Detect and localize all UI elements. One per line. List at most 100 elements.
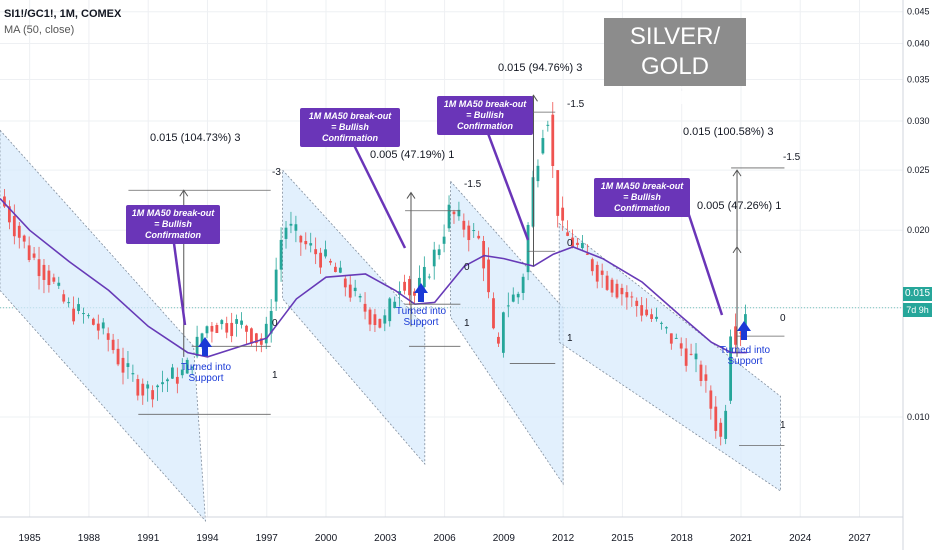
candle-body xyxy=(492,298,495,329)
fib-label: 0 xyxy=(780,313,786,324)
candle-body xyxy=(472,230,476,232)
candle-body xyxy=(245,325,248,332)
support-line2: Support xyxy=(188,373,224,384)
candle-body xyxy=(487,259,490,293)
x-tick-label: 1991 xyxy=(137,533,160,544)
candle-body xyxy=(284,227,288,239)
candle-body xyxy=(566,232,569,236)
candle-body xyxy=(32,253,36,258)
channel xyxy=(450,180,564,486)
callout-4: 1M MA50 break-out = Bullish Confirmation xyxy=(594,178,690,217)
callout-pointer xyxy=(171,235,187,326)
candle-body xyxy=(230,322,234,337)
candle-body xyxy=(551,114,555,167)
y-tick-label: 0.045 xyxy=(907,7,930,17)
candle-body xyxy=(610,279,614,293)
candle-body xyxy=(576,242,579,245)
candle-body xyxy=(452,211,456,215)
symbol-label: SI1!/GC1!, 1M, COMEX xyxy=(4,8,122,20)
candle-body xyxy=(210,325,214,332)
support-arrow xyxy=(414,283,428,302)
candle-body xyxy=(279,239,283,270)
candle-body xyxy=(679,343,683,349)
x-tick-label: 2021 xyxy=(730,533,753,544)
candle-body xyxy=(427,276,431,278)
x-tick-label: 1994 xyxy=(196,533,219,544)
candle-body xyxy=(669,333,673,344)
candle-body xyxy=(289,223,293,226)
candle-body xyxy=(42,264,46,280)
candle-body xyxy=(368,309,372,325)
callout-pointer xyxy=(349,138,407,249)
countdown-badge: 7d 9h xyxy=(903,303,932,317)
candle-body xyxy=(541,138,545,154)
candle-body xyxy=(526,224,530,273)
candle-body xyxy=(501,312,505,353)
projection-label: 0.005 (47.19%) 1 xyxy=(370,149,455,161)
support-line1: Turned into xyxy=(180,362,232,373)
title-box: SILVER/ GOLD ratio xyxy=(604,18,746,110)
fib-label: 0 xyxy=(272,318,278,329)
candle-body xyxy=(200,333,204,345)
y-tick-label: 0.030 xyxy=(907,116,930,126)
candle-body xyxy=(151,390,155,400)
candle-body xyxy=(116,348,120,365)
candle-body xyxy=(536,165,540,182)
candle-body xyxy=(121,357,125,373)
candle-body xyxy=(556,170,560,216)
candle-body xyxy=(254,333,258,344)
candle-body xyxy=(413,291,416,296)
candle-body xyxy=(314,249,318,255)
fib-label: 0 xyxy=(567,238,573,249)
candle-body xyxy=(432,249,436,267)
fib-label: 1 xyxy=(464,318,470,329)
callout-pointer xyxy=(484,127,530,241)
candle-body xyxy=(106,333,110,340)
candle-body xyxy=(166,379,169,382)
callout-line2: = Bullish Confirmation xyxy=(614,192,670,213)
support-arrow xyxy=(198,337,212,356)
candle-body xyxy=(422,266,426,288)
candle-body xyxy=(264,323,268,344)
x-tick-label: 2012 xyxy=(552,533,575,544)
candle-body xyxy=(521,276,525,293)
candle-body xyxy=(581,242,584,249)
candle-body xyxy=(373,314,377,326)
candle-body xyxy=(299,235,303,243)
candle-body xyxy=(101,322,105,329)
fib-label: 1 xyxy=(567,333,573,344)
candle-body xyxy=(571,237,574,248)
candle-body xyxy=(660,322,663,324)
x-tick-label: 1997 xyxy=(256,533,279,544)
candle-body xyxy=(437,249,441,256)
candle-body xyxy=(561,207,565,221)
fib-label: -1.5 xyxy=(567,99,585,110)
candle-body xyxy=(482,240,486,269)
candle-body xyxy=(12,216,16,237)
candle-body xyxy=(590,259,594,272)
callout-line2: = Bullish Confirmation xyxy=(145,219,201,240)
y-tick-label: 0.025 xyxy=(907,165,930,175)
candle-body xyxy=(215,325,219,334)
candle-body xyxy=(546,124,550,126)
candle-body xyxy=(615,283,619,298)
x-tick-label: 1988 xyxy=(78,533,101,544)
x-tick-label: 2009 xyxy=(493,533,516,544)
candle-body xyxy=(516,293,520,298)
candle-body xyxy=(595,264,599,282)
channel xyxy=(282,169,426,466)
fib-label: -1.5 xyxy=(464,179,482,190)
projection-arrowhead xyxy=(732,169,742,177)
indicator-label: MA (50, close) xyxy=(4,24,75,36)
candle-body xyxy=(393,301,397,309)
y-tick-label: 0.010 xyxy=(907,412,930,422)
candle-body xyxy=(664,327,668,329)
candle-body xyxy=(185,359,189,374)
candle-body xyxy=(72,308,76,322)
candle-body xyxy=(146,384,150,389)
candle-body xyxy=(338,267,342,273)
candle-body xyxy=(111,339,115,351)
candle-body xyxy=(220,320,224,325)
